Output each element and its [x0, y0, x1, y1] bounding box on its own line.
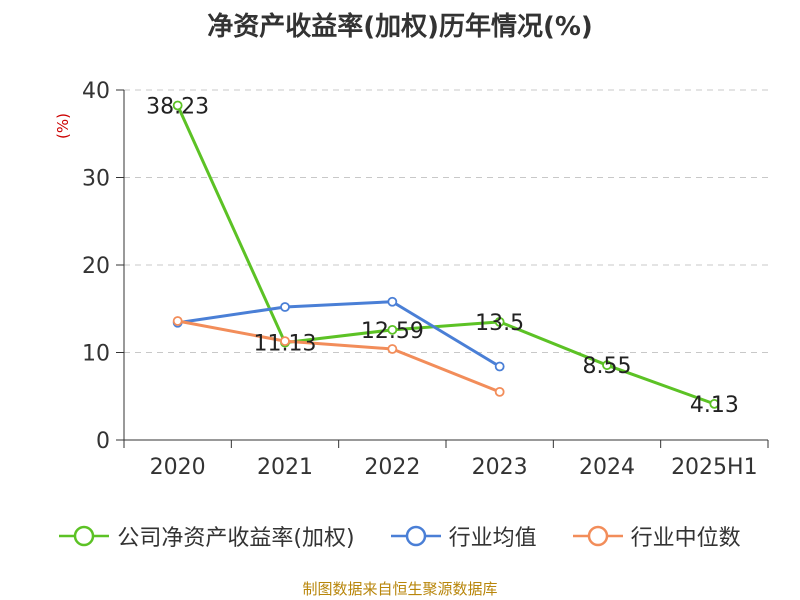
- data-point: [494, 386, 505, 397]
- legend: 公司净资产收益率(加权) 行业均值 行业中位数: [0, 520, 800, 552]
- legend-item[interactable]: 行业中位数: [572, 520, 741, 552]
- data-point: [172, 316, 183, 326]
- y-tick-label: 40: [82, 79, 110, 104]
- data-point: [494, 316, 505, 327]
- data-point: [387, 296, 398, 307]
- x-tick-label: 2020: [150, 455, 206, 480]
- data-label: 4.13: [690, 393, 739, 418]
- data-point: [709, 398, 720, 409]
- data-labels: 38.23 11.13 12.59 13.5 8.55 4.13: [146, 94, 739, 417]
- legend-label: 行业中位数: [630, 526, 741, 551]
- y-tick-label: 10: [82, 342, 110, 367]
- grid-lines: [124, 89, 768, 353]
- data-label: 8.55: [583, 354, 632, 379]
- data-point: [494, 361, 505, 372]
- axes: 0 10 20 30 40 (%) 2020 2021 2022 2023 2024 2025H1: [54, 79, 769, 480]
- x-tick-label: 2021: [257, 455, 313, 480]
- series-line: [177, 319, 501, 394]
- x-tick-label: 2024: [579, 455, 635, 480]
- chart-title: 净资产收益率(加权)历年情况(%): [207, 12, 593, 42]
- data-label: 11.13: [254, 332, 317, 357]
- x-tick-label: 2025H1: [671, 455, 758, 480]
- legend-item[interactable]: 行业均值: [390, 520, 537, 552]
- x-tick-label: 2022: [364, 455, 420, 480]
- series-lines: [172, 100, 720, 409]
- legend-swatch: [572, 525, 623, 547]
- y-tick-label: 30: [82, 167, 110, 192]
- series-line: [176, 104, 715, 406]
- source-note: 制图数据来自恒生聚源数据库: [302, 580, 498, 598]
- x-tick-label: 2023: [472, 455, 528, 480]
- y-tick-label: 0: [96, 429, 110, 454]
- legend-swatch: [390, 525, 441, 547]
- data-point: [280, 336, 290, 347]
- legend-item[interactable]: 公司净资产收益率(加权): [59, 520, 355, 552]
- data-point: [387, 324, 398, 335]
- data-point: [387, 344, 398, 354]
- y-tick-label: 20: [82, 254, 110, 279]
- data-point: [280, 302, 290, 312]
- data-point: [602, 360, 612, 371]
- legend-swatch: [59, 525, 110, 547]
- legend-label: 公司净资产收益率(加权): [117, 526, 355, 551]
- data-point: [172, 100, 183, 111]
- data-label: 12.59: [361, 319, 424, 344]
- data-label: 38.23: [146, 94, 209, 119]
- series-line: [177, 300, 501, 368]
- y-axis-label: (%): [54, 113, 72, 139]
- data-label: 13.5: [475, 311, 524, 336]
- legend-label: 行业均值: [448, 526, 537, 551]
